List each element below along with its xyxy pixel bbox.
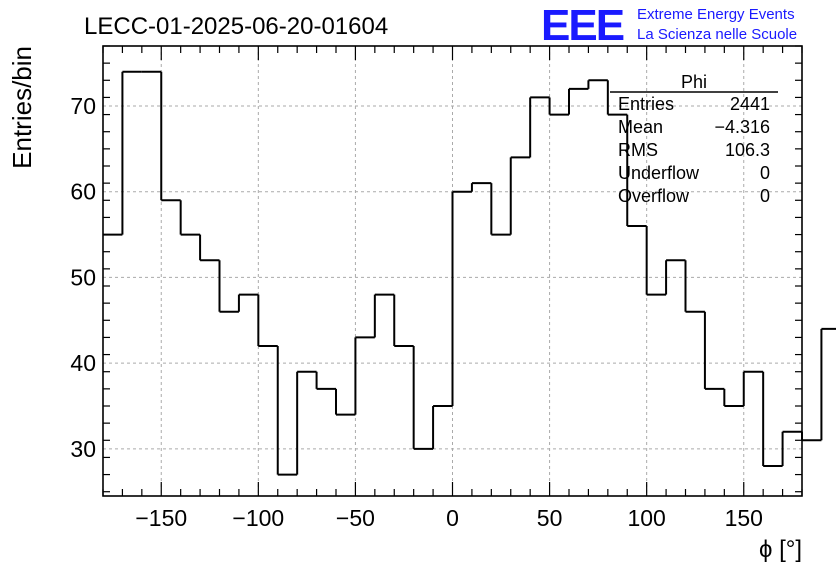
x-tick-label: 50 <box>537 505 563 531</box>
x-tick-label: 0 <box>446 505 459 531</box>
stats-label: RMS <box>618 140 658 160</box>
histogram-series <box>103 70 836 476</box>
x-tick-label: −150 <box>135 505 187 531</box>
stats-box: Phi Entries 2441 Mean −4.316 RMS 106.3 Underfl… <box>610 72 778 206</box>
x-tick-label: −50 <box>336 505 375 531</box>
logo-line-2: La Scienza nelle Scuole <box>637 26 797 43</box>
x-tick-label: 100 <box>627 505 665 531</box>
x-tick-label: −100 <box>232 505 284 531</box>
axis-ticks <box>102 45 803 496</box>
stats-title: Phi <box>681 72 707 92</box>
stats-value: 0 <box>760 163 770 183</box>
y-tick-label: 70 <box>70 93 96 119</box>
logo-line-1: Extreme Energy Events <box>637 6 795 23</box>
y-axis-label: Entries/bin <box>7 46 37 169</box>
x-axis-label: ϕ [°] <box>759 536 802 563</box>
stats-label: Entries <box>618 94 674 114</box>
y-tick-labels: 30 40 50 60 70 <box>70 93 96 462</box>
stats-label: Underflow <box>618 163 700 183</box>
stats-label: Mean <box>618 117 663 137</box>
y-tick-label: 40 <box>70 350 96 376</box>
x-tick-label: 150 <box>725 505 763 531</box>
y-tick-label: 60 <box>70 179 96 205</box>
eee-logo-mark: EEE <box>541 1 624 50</box>
stats-value: −4.316 <box>714 117 770 137</box>
stats-value: 106.3 <box>725 140 770 160</box>
eee-logo: EEE Extreme Energy Events La Scienza nel… <box>541 1 797 50</box>
y-tick-label: 50 <box>70 264 96 290</box>
y-tick-label: 30 <box>70 436 96 462</box>
chart-title: LECC-01-2025-06-20-01604 <box>84 13 388 40</box>
stats-value: 0 <box>760 186 770 206</box>
stats-value: 2441 <box>730 94 770 114</box>
x-tick-labels: −150 −100 −50 0 50 100 150 <box>135 505 763 531</box>
stats-label: Overflow <box>618 186 690 206</box>
